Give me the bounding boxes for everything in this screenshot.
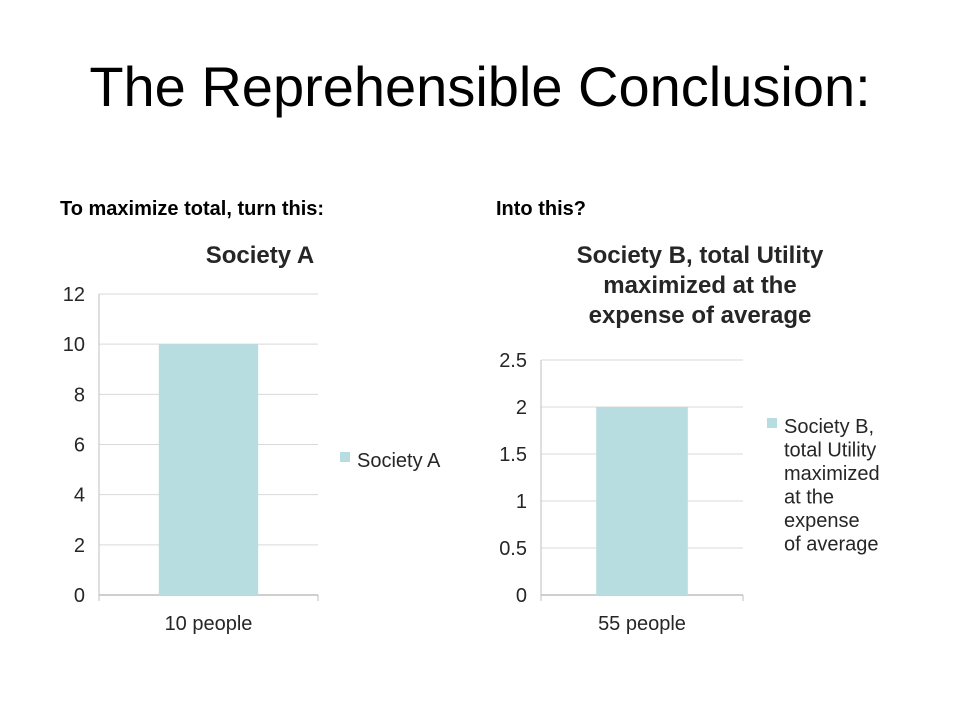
x-tick-label: 10 people	[165, 613, 253, 635]
y-tick-label: 4	[74, 485, 85, 507]
legend-label-line: at the	[784, 487, 834, 509]
y-tick-label: 0	[516, 585, 527, 607]
x-tick-label: 55 people	[598, 613, 686, 635]
y-tick-label: 0.5	[499, 538, 527, 560]
bar	[596, 407, 688, 595]
legend-label-line: total Utility	[784, 440, 876, 462]
y-tick-label: 10	[63, 334, 85, 356]
legend-label-line: Society B,	[784, 416, 874, 438]
legend-label-line: expense	[784, 510, 860, 532]
y-tick-label: 1	[516, 491, 527, 513]
legend-swatch	[340, 452, 350, 462]
y-tick-label: 6	[74, 435, 85, 457]
legend-swatch	[767, 418, 777, 428]
y-tick-label: 2	[74, 535, 85, 557]
y-tick-label: 12	[63, 284, 85, 306]
legend-label-line: maximized	[784, 463, 880, 485]
chart-title-line: Society A	[206, 242, 314, 269]
y-tick-label: 0	[74, 585, 85, 607]
left-caption: To maximize total, turn this:	[60, 198, 325, 220]
bar	[158, 344, 259, 595]
chart-title-line: expense of average	[589, 302, 812, 329]
chart-title-line: Society B, total Utility	[577, 242, 824, 269]
y-tick-label: 2	[516, 397, 527, 419]
y-tick-label: 2.5	[499, 350, 527, 372]
chart-title-line: maximized at the	[603, 272, 796, 299]
y-tick-label: 1.5	[499, 444, 527, 466]
slide-title: The Reprehensible Conclusion:	[89, 55, 871, 118]
legend-label-line: Society A	[357, 450, 441, 472]
legend-label-line: of average	[784, 534, 879, 556]
right-caption: Into this?	[496, 198, 586, 220]
y-tick-label: 8	[74, 384, 85, 406]
